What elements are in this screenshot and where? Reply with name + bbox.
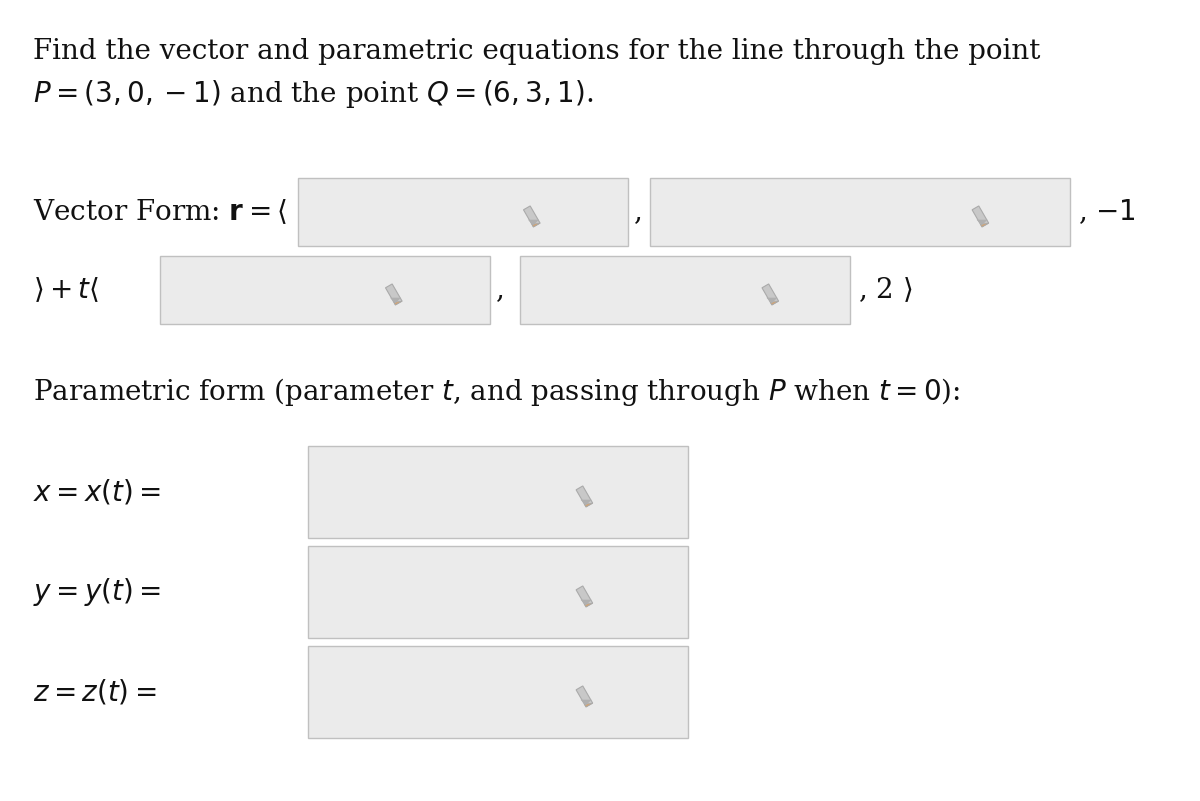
Text: ,: , xyxy=(634,199,643,226)
Polygon shape xyxy=(977,219,988,225)
Polygon shape xyxy=(576,486,593,507)
Text: , $-1$: , $-1$ xyxy=(1078,198,1136,227)
Text: $\rangle + t\langle$: $\rangle + t\langle$ xyxy=(34,276,100,304)
Text: Parametric form (parameter $t$, and passing through $P$ when $t = 0$):: Parametric form (parameter $t$, and pass… xyxy=(34,376,960,408)
Polygon shape xyxy=(532,223,540,227)
Text: $x = x(t) =$: $x = x(t) =$ xyxy=(34,477,161,506)
FancyBboxPatch shape xyxy=(650,178,1070,246)
Polygon shape xyxy=(972,206,989,227)
Polygon shape xyxy=(385,284,402,305)
Text: Find the vector and parametric equations for the line through the point: Find the vector and parametric equations… xyxy=(34,38,1040,65)
FancyBboxPatch shape xyxy=(160,256,490,324)
FancyBboxPatch shape xyxy=(308,546,688,638)
Polygon shape xyxy=(576,586,593,607)
FancyBboxPatch shape xyxy=(520,256,850,324)
Polygon shape xyxy=(581,600,592,606)
Text: Vector Form: $\mathbf{r} = \langle$: Vector Form: $\mathbf{r} = \langle$ xyxy=(34,198,287,227)
Polygon shape xyxy=(523,206,540,227)
Polygon shape xyxy=(390,298,401,304)
Polygon shape xyxy=(584,603,593,607)
Polygon shape xyxy=(528,219,539,225)
Polygon shape xyxy=(770,301,779,305)
Polygon shape xyxy=(584,703,593,707)
Polygon shape xyxy=(767,298,778,304)
Text: $z = z(t) =$: $z = z(t) =$ xyxy=(34,678,156,706)
Polygon shape xyxy=(581,500,592,505)
Text: , 2 $\rangle$: , 2 $\rangle$ xyxy=(858,276,912,304)
Polygon shape xyxy=(394,301,402,305)
Polygon shape xyxy=(762,284,779,305)
FancyBboxPatch shape xyxy=(308,646,688,738)
FancyBboxPatch shape xyxy=(298,178,628,246)
Text: ,: , xyxy=(496,276,505,304)
Text: $P = (3, 0, -1)$ and the point $Q = (6, 3, 1)$.: $P = (3, 0, -1)$ and the point $Q = (6, … xyxy=(34,78,594,110)
Polygon shape xyxy=(980,223,989,227)
Text: $y = y(t) =$: $y = y(t) =$ xyxy=(34,576,161,608)
Polygon shape xyxy=(584,503,593,507)
FancyBboxPatch shape xyxy=(308,446,688,538)
Polygon shape xyxy=(581,700,592,705)
Polygon shape xyxy=(576,686,593,707)
